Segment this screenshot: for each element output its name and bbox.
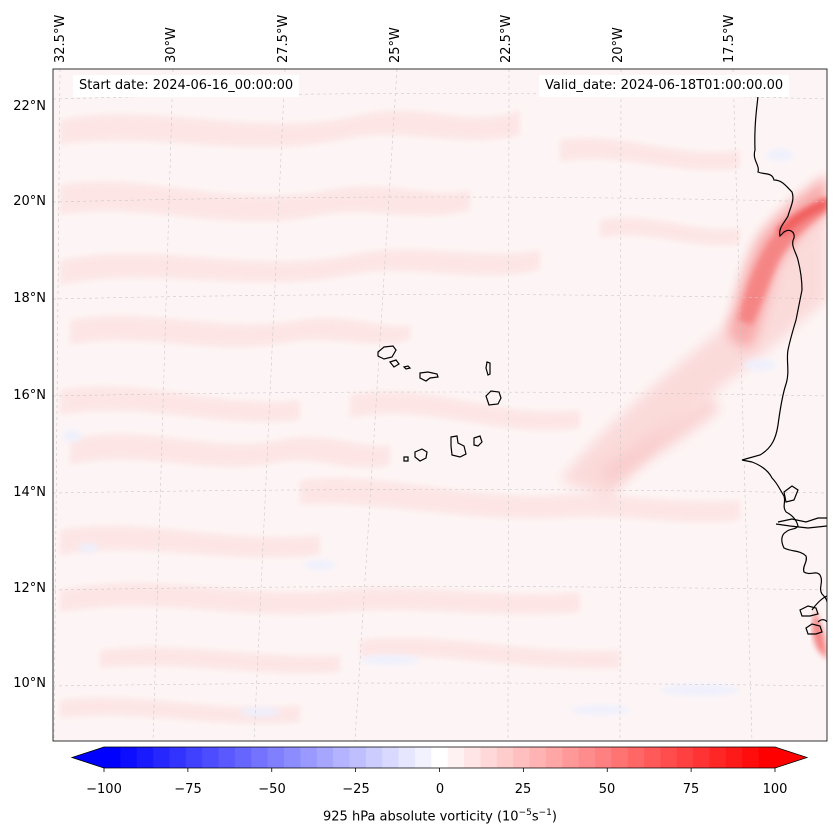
colorbar-tick-label: −50 [258, 782, 286, 797]
map-frame [52, 68, 828, 742]
start-date-label: Start date: 2024-06-16_00:00:00 [73, 75, 300, 97]
colorbar-tick-label: 25 [514, 782, 532, 797]
colorbar-tick-label: 0 [435, 782, 445, 797]
lon-label: 17.5°W [722, 14, 737, 63]
colorbar-segment [169, 747, 187, 768]
colorbar-tick-label: −75 [174, 782, 202, 797]
cape-verde-islands [377, 345, 502, 462]
colorbar-segment [594, 747, 612, 768]
colorbar-segment [414, 747, 432, 768]
lat-label: 10°N [13, 676, 46, 691]
colorbar-segment [480, 747, 498, 768]
colorbar-label: 925 hPa absolute vorticity (10−5s−1) [323, 808, 557, 825]
colorbar [70, 746, 809, 772]
lon-label: 22.5°W [499, 14, 514, 63]
colorbar-min-extend [72, 747, 104, 768]
lat-label: 12°N [13, 581, 46, 596]
colorbar-segment [611, 747, 629, 768]
lat-label: 22°N [13, 99, 46, 114]
lat-label: 16°N [13, 388, 46, 403]
colorbar-segment [104, 747, 121, 768]
colorbar-segment [447, 747, 465, 768]
lon-label: 30°W [164, 27, 179, 63]
colorbar-segment [333, 747, 351, 768]
colorbar-segment [300, 747, 318, 768]
colorbar-segment [676, 747, 694, 768]
colorbar-segment [316, 747, 334, 768]
lon-label: 27.5°W [276, 14, 291, 63]
colorbar-segment [267, 747, 285, 768]
colorbar-segment [660, 747, 678, 768]
colorbar-segment [120, 747, 138, 768]
colorbar-segment [202, 747, 220, 768]
colorbar-segment [758, 747, 776, 768]
colorbar-segment [529, 747, 547, 768]
colorbar-segment [709, 747, 727, 768]
colorbar-segment [251, 747, 269, 768]
lon-label: 20°W [611, 27, 626, 63]
colorbar-segment [382, 747, 400, 768]
colorbar-segment [153, 747, 171, 768]
colorbar-segment [578, 747, 596, 768]
colorbar-segment [693, 747, 711, 768]
colorbar-segment [365, 747, 383, 768]
colorbar-segment [545, 747, 563, 768]
valid-date-label: Valid_date: 2024-06-18T01:00:00.00 [539, 75, 790, 97]
colorbar-segment [185, 747, 203, 768]
west-africa-coastline [741, 79, 827, 635]
colorbar-max-extend [775, 747, 807, 768]
colorbar-tick-label: 75 [682, 782, 700, 797]
lat-label: 14°N [13, 485, 46, 500]
vorticity-field [53, 69, 827, 741]
colorbar-segment [431, 747, 449, 768]
colorbar-tick-label: −25 [342, 782, 370, 797]
colorbar-segment [464, 747, 482, 768]
colorbar-tick-label: 100 [762, 782, 788, 797]
colorbar-segment [234, 747, 252, 768]
colorbar-segment [496, 747, 514, 768]
lat-label: 20°N [13, 194, 46, 209]
colorbar-tick-label: −100 [86, 782, 122, 797]
colorbar-segment [562, 747, 580, 768]
colorbar-segment [627, 747, 645, 768]
lon-label: 25°W [388, 27, 403, 63]
colorbar-segment [349, 747, 367, 768]
colorbar-segment [398, 747, 416, 768]
colorbar-segment [725, 747, 743, 768]
colorbar-segment [284, 747, 301, 768]
colorbar-segment [644, 747, 662, 768]
colorbar-segment [218, 747, 236, 768]
lat-label: 18°N [13, 291, 46, 306]
colorbar-tick-label: 50 [598, 782, 616, 797]
lon-label: 32.5°W [53, 14, 68, 63]
colorbar-segment [136, 747, 154, 768]
colorbar-segment [742, 747, 760, 768]
colorbar-segment [513, 747, 531, 768]
